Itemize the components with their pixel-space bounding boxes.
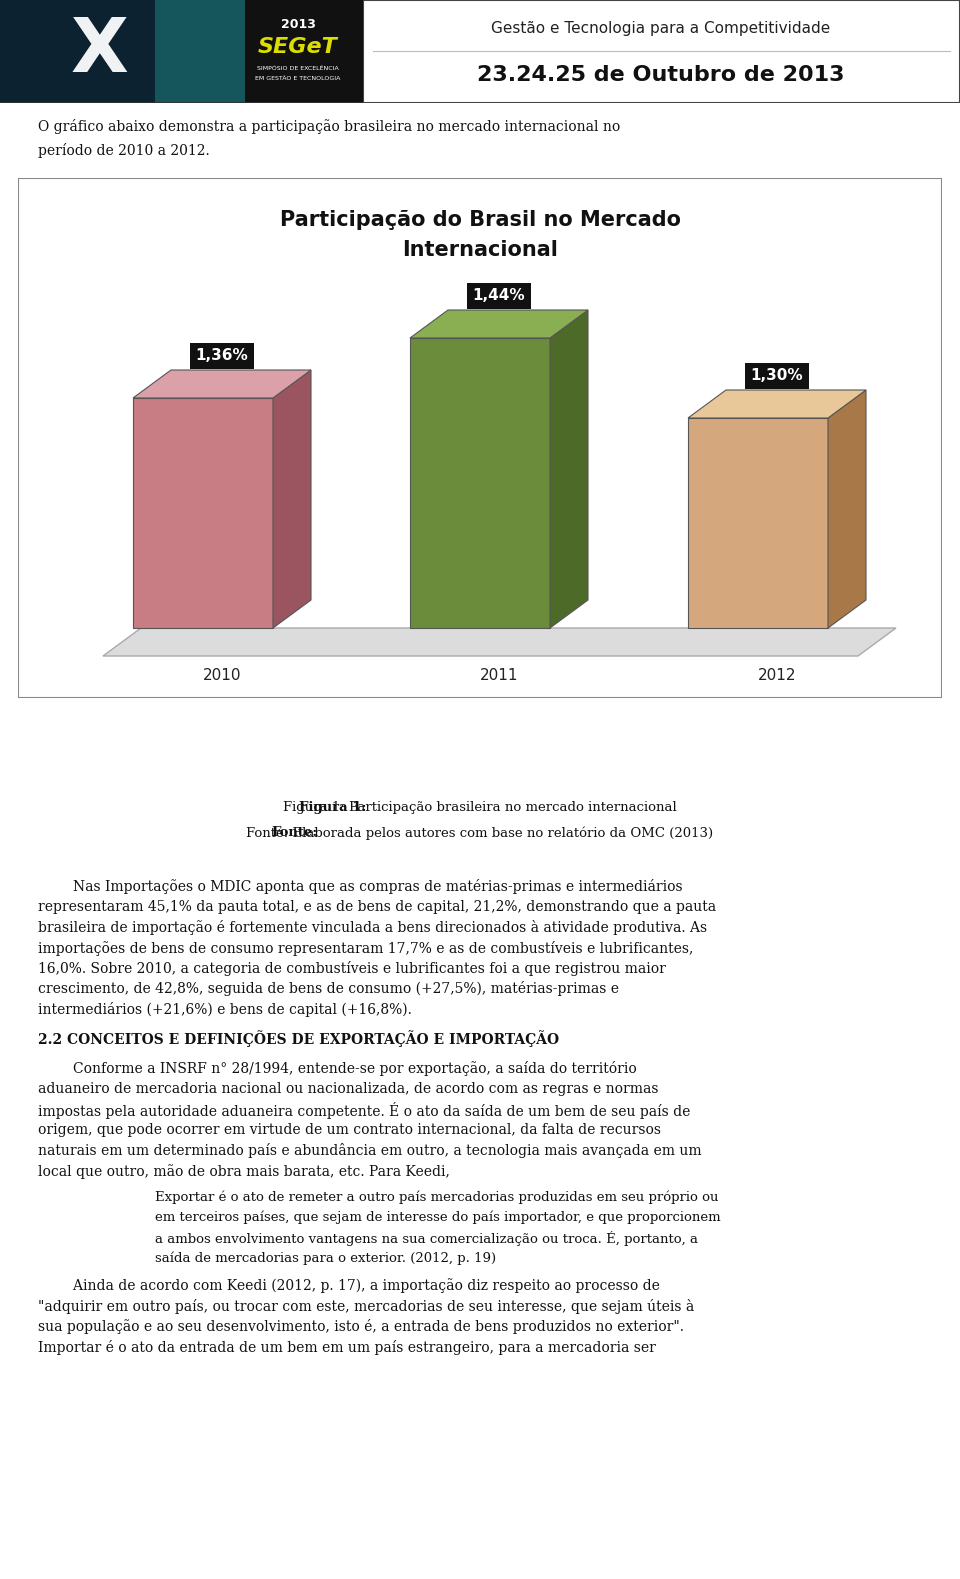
Text: intermediários (+21,6%) e bens de capital (+16,8%).: intermediários (+21,6%) e bens de capita… bbox=[38, 1003, 412, 1017]
Text: saída de mercadorias para o exterior. (2012, p. 19): saída de mercadorias para o exterior. (2… bbox=[155, 1252, 496, 1265]
Text: Nas Importações o MDIC aponta que as compras de matérias-primas e intermediários: Nas Importações o MDIC aponta que as com… bbox=[38, 880, 683, 894]
Text: 1,36%: 1,36% bbox=[196, 349, 249, 363]
Text: Exportar é o ato de remeter a outro país mercadorias produzidas em seu próprio o: Exportar é o ato de remeter a outro país… bbox=[155, 1191, 718, 1203]
Polygon shape bbox=[688, 418, 828, 628]
Text: Conforme a INSRF n° 28/1994, entende-se por exportação, a saída do território: Conforme a INSRF n° 28/1994, entende-se … bbox=[38, 1061, 636, 1077]
Polygon shape bbox=[273, 369, 311, 628]
Polygon shape bbox=[828, 390, 866, 628]
Text: impostas pela autoridade aduaneira competente. É o ato da saída de um bem de seu: impostas pela autoridade aduaneira compe… bbox=[38, 1102, 690, 1120]
Text: SIMPÓSIO DE EXCELÊNCIA: SIMPÓSIO DE EXCELÊNCIA bbox=[257, 65, 339, 71]
Text: representaram 45,1% da pauta total, e as de bens de capital, 21,2%, demonstrando: representaram 45,1% da pauta total, e as… bbox=[38, 900, 716, 914]
Bar bbox=[245, 0, 363, 103]
Polygon shape bbox=[133, 369, 311, 398]
Text: importações de bens de consumo representaram 17,7% e as de combustíveis e lubrif: importações de bens de consumo represent… bbox=[38, 941, 693, 955]
Text: 1,30%: 1,30% bbox=[751, 368, 804, 384]
Text: aduaneiro de mercadoria nacional ou nacionalizada, de acordo com as regras e nor: aduaneiro de mercadoria nacional ou naci… bbox=[38, 1082, 659, 1096]
Polygon shape bbox=[550, 309, 588, 628]
Polygon shape bbox=[133, 398, 273, 628]
Text: 23.24.25 de Outubro de 2013: 23.24.25 de Outubro de 2013 bbox=[477, 65, 845, 85]
Text: período de 2010 a 2012.: período de 2010 a 2012. bbox=[38, 142, 209, 158]
Text: O gráfico abaixo demonstra a participação brasileira no mercado internacional no: O gráfico abaixo demonstra a participaçã… bbox=[38, 118, 620, 134]
Text: 2011: 2011 bbox=[480, 668, 518, 684]
Text: local que outro, mão de obra mais barata, etc. Para Keedi,: local que outro, mão de obra mais barata… bbox=[38, 1164, 450, 1178]
Text: 2010: 2010 bbox=[203, 668, 241, 684]
Text: Fonte:: Fonte: bbox=[271, 826, 317, 840]
Text: Fonte: Elaborada pelos autores com base no relatório da OMC (2013): Fonte: Elaborada pelos autores com base … bbox=[247, 826, 713, 840]
Text: 2013: 2013 bbox=[280, 19, 316, 32]
Text: origem, que pode ocorrer em virtude de um contrato internacional, da falta de re: origem, que pode ocorrer em virtude de u… bbox=[38, 1123, 661, 1137]
Text: 1,44%: 1,44% bbox=[472, 289, 525, 303]
Text: "adquirir em outro país, ou trocar com este, mercadorias de seu interesse, que s: "adquirir em outro país, ou trocar com e… bbox=[38, 1300, 694, 1314]
Text: X: X bbox=[71, 14, 129, 87]
Polygon shape bbox=[410, 338, 550, 628]
Text: Internacional: Internacional bbox=[402, 240, 558, 261]
Polygon shape bbox=[688, 390, 866, 418]
Text: SEGeT: SEGeT bbox=[258, 36, 338, 57]
Text: Gestão e Tecnologia para a Competitividade: Gestão e Tecnologia para a Competitivida… bbox=[492, 21, 830, 35]
Text: Figura 1: Participação brasileira no mercado internacional: Figura 1: Participação brasileira no mer… bbox=[283, 802, 677, 815]
Text: 16,0%. Sobre 2010, a categoria de combustíveis e lubrificantes foi a que registr: 16,0%. Sobre 2010, a categoria de combus… bbox=[38, 962, 666, 976]
Text: 2.2 CONCEITOS E DEFINIÇÕES DE EXPORTAÇÃO E IMPORTAÇÃO: 2.2 CONCEITOS E DEFINIÇÕES DE EXPORTAÇÃO… bbox=[38, 1031, 559, 1047]
Bar bbox=[155, 0, 245, 103]
Text: a ambos envolvimento vantagens na sua comercialização ou troca. É, portanto, a: a ambos envolvimento vantagens na sua co… bbox=[155, 1232, 698, 1246]
Polygon shape bbox=[410, 309, 588, 338]
Text: em terceiros países, que sejam de interesse do país importador, e que proporcion: em terceiros países, que sejam de intere… bbox=[155, 1211, 721, 1224]
Text: sua população e ao seu desenvolvimento, isto é, a entrada de bens produzidos no : sua população e ao seu desenvolvimento, … bbox=[38, 1318, 684, 1334]
Text: naturais em um determinado país e abundância em outro, a tecnologia mais avançad: naturais em um determinado país e abundâ… bbox=[38, 1143, 702, 1159]
Polygon shape bbox=[103, 628, 896, 655]
Text: brasileira de importação é fortemente vinculada a bens direcionados à atividade : brasileira de importação é fortemente vi… bbox=[38, 921, 708, 935]
Text: 2012: 2012 bbox=[757, 668, 796, 684]
Text: crescimento, de 42,8%, seguida de bens de consumo (+27,5%), matérias-primas e: crescimento, de 42,8%, seguida de bens d… bbox=[38, 982, 619, 996]
Text: Figura 1:: Figura 1: bbox=[300, 802, 367, 815]
Text: Participação do Brasil no Mercado: Participação do Brasil no Mercado bbox=[279, 210, 681, 231]
Text: EM GESTÃO E TECNOLOGIA: EM GESTÃO E TECNOLOGIA bbox=[255, 76, 341, 81]
Text: Importar é o ato da entrada de um bem em um país estrangeiro, para a mercadoria : Importar é o ato da entrada de um bem em… bbox=[38, 1339, 656, 1355]
Text: Ainda de acordo com Keedi (2012, p. 17), a importação diz respeito ao processo d: Ainda de acordo com Keedi (2012, p. 17),… bbox=[38, 1279, 660, 1293]
